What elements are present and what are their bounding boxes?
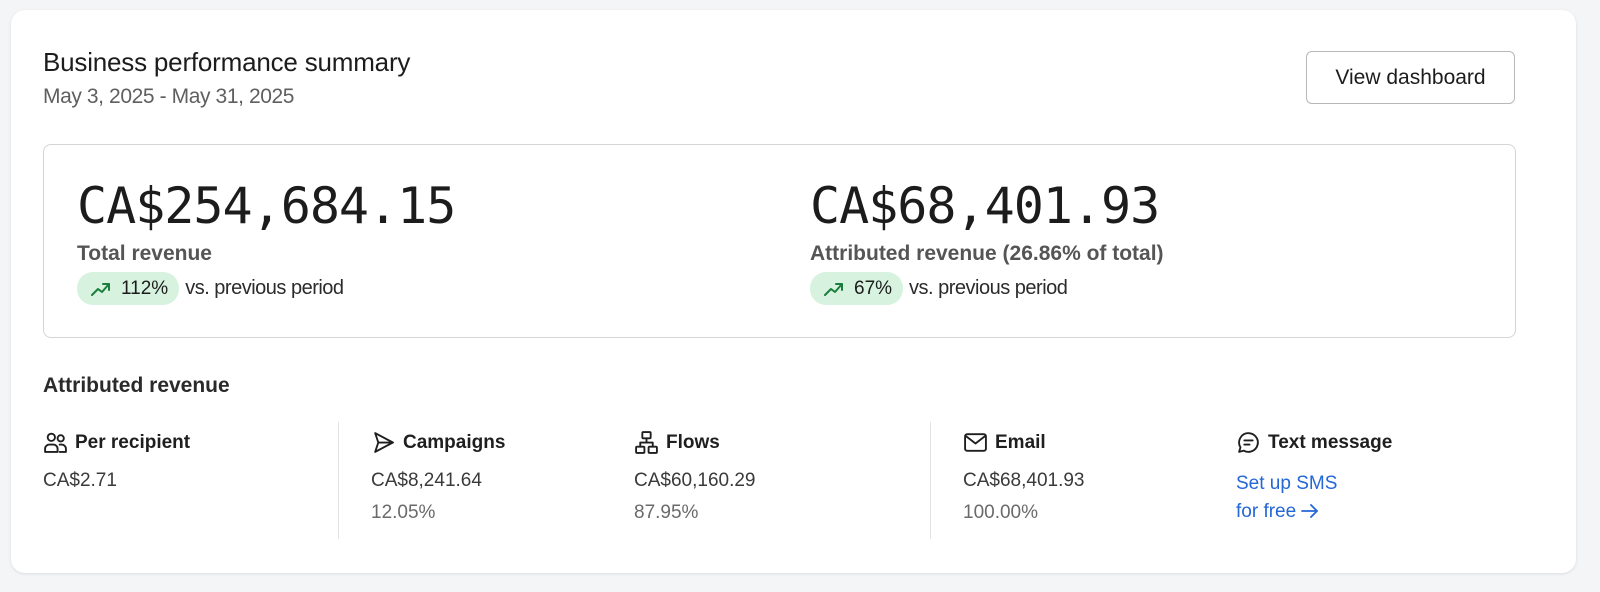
attributed-revenue-change: 67% vs. previous period [810, 272, 1068, 305]
text-message-header: Text message [1236, 430, 1392, 455]
flows-label: Flows [666, 431, 720, 453]
setup-sms-link-line2[interactable]: for free [1236, 501, 1297, 522]
text-message-column: Text message Set up SMS for free [1236, 430, 1392, 526]
setup-sms-link-line2-wrap[interactable]: for free [1236, 498, 1392, 526]
column-divider [338, 422, 339, 539]
trending-up-icon [824, 282, 843, 296]
total-change-percent: 112% [121, 277, 169, 299]
users-icon [44, 432, 67, 453]
total-revenue-change: 112% vs. previous period [77, 272, 344, 305]
flows-icon [635, 431, 658, 454]
flows-column: Flows CA$60,160.29 87.95% [634, 430, 756, 524]
business-performance-card: Business performance summary May 3, 2025… [11, 10, 1576, 573]
total-change-text: vs. previous period [185, 277, 344, 299]
view-dashboard-button[interactable]: View dashboard [1306, 51, 1515, 104]
per-recipient-column: Per recipient CA$2.71 [43, 430, 190, 492]
flows-header: Flows [634, 430, 756, 455]
attributed-change-percent: 67% [854, 277, 893, 299]
per-recipient-label: Per recipient [75, 431, 191, 453]
flows-percent: 87.95% [634, 502, 699, 523]
send-icon [374, 432, 394, 453]
flows-value: CA$60,160.29 [634, 470, 756, 491]
setup-sms-link-line1[interactable]: Set up SMS [1236, 473, 1338, 494]
arrow-right-icon [1300, 501, 1320, 522]
campaigns-column: Campaigns CA$8,241.64 12.05% [371, 430, 505, 524]
per-recipient-value: CA$2.71 [43, 470, 117, 491]
mail-icon [964, 433, 987, 452]
email-percent: 100.00% [963, 502, 1039, 523]
email-value: CA$68,401.93 [963, 470, 1085, 491]
revenue-summary-box: CA$254,684.15 Total revenue 112% vs. pre… [43, 144, 1516, 338]
date-range: May 3, 2025 - May 31, 2025 [43, 85, 295, 108]
text-message-label: Text message [1268, 431, 1393, 453]
card-title: Business performance summary [43, 47, 411, 77]
campaigns-value: CA$8,241.64 [371, 470, 482, 491]
per-recipient-header: Per recipient [43, 430, 190, 455]
campaigns-percent: 12.05% [371, 502, 436, 523]
total-change-badge: 112% [77, 272, 180, 305]
message-icon [1238, 432, 1259, 453]
campaigns-label: Campaigns [403, 431, 506, 453]
total-revenue-value: CA$254,684.15 [77, 177, 456, 235]
attributed-change-text: vs. previous period [909, 277, 1068, 299]
email-column: Email CA$68,401.93 100.00% [963, 430, 1085, 524]
trending-up-icon [91, 282, 110, 296]
column-divider [930, 422, 931, 539]
attributed-change-badge: 67% [810, 272, 904, 305]
attributed-revenue-section-title: Attributed revenue [43, 374, 230, 397]
setup-sms-link[interactable]: Set up SMS for free [1236, 470, 1392, 526]
email-header: Email [963, 430, 1085, 455]
attributed-revenue-label: Attributed revenue (26.86% of total) [810, 242, 1164, 265]
attributed-revenue-value: CA$68,401.93 [810, 177, 1160, 235]
campaigns-header: Campaigns [371, 430, 505, 455]
total-revenue-label: Total revenue [77, 242, 212, 265]
email-label: Email [995, 431, 1046, 453]
